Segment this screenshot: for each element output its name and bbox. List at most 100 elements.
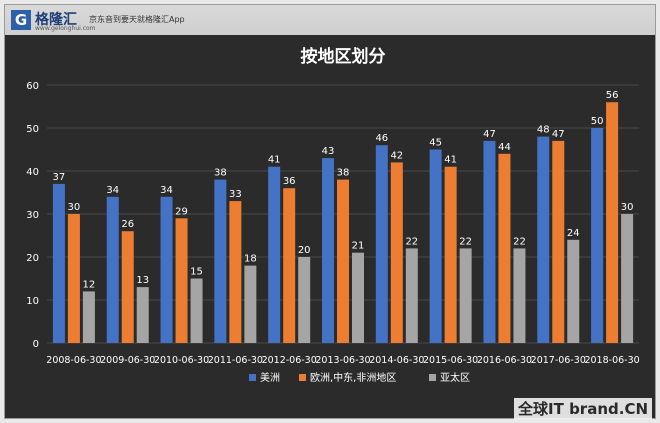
bar-emea	[606, 102, 619, 343]
legend-label: 美洲	[260, 371, 280, 384]
bar-emea	[283, 188, 296, 343]
x-tick-label: 2015-06-30	[423, 355, 478, 366]
x-tick-label: 2013-06-30	[315, 355, 370, 366]
bar-emea	[444, 166, 457, 343]
bar-apac	[298, 257, 311, 343]
data-label: 22	[459, 236, 472, 247]
data-label: 24	[567, 228, 580, 239]
data-label: 20	[298, 245, 311, 256]
bar-apac	[459, 248, 472, 343]
bar-emea	[67, 214, 80, 343]
legend-label: 亚太区	[440, 371, 470, 384]
bar-americas	[591, 128, 604, 343]
data-label: 22	[405, 236, 418, 247]
data-label: 44	[498, 142, 511, 153]
bar-apac	[352, 252, 364, 343]
app-header: G 格隆汇 京东音到要天就格隆汇App www.gelonghui.com	[5, 5, 655, 35]
bar-americas	[375, 145, 388, 343]
data-label: 56	[606, 90, 619, 101]
bar-emea	[121, 231, 134, 343]
x-tick-label: 2016-06-30	[477, 355, 532, 366]
data-label: 26	[121, 219, 134, 230]
data-label: 12	[83, 279, 96, 290]
bar-emea	[229, 201, 242, 343]
data-label: 34	[106, 185, 119, 196]
bar-apac	[190, 278, 203, 343]
bar-apac	[567, 239, 580, 343]
bar-apac	[621, 214, 634, 343]
x-tick-label: 2017-06-30	[531, 355, 586, 366]
data-label: 29	[175, 206, 188, 217]
chart-title: 按地区划分	[301, 46, 386, 67]
brand-slogan: 京东音到要天就格隆汇App	[89, 15, 185, 24]
brand-url: www.gelonghui.com	[35, 25, 96, 32]
bar-emea	[337, 179, 349, 343]
data-label: 18	[244, 254, 257, 265]
data-label: 38	[337, 168, 350, 179]
x-tick-label: 2014-06-30	[369, 355, 424, 366]
data-label: 15	[190, 267, 203, 278]
bar-apac	[136, 287, 149, 343]
data-label: 46	[375, 133, 388, 144]
bar-americas	[322, 158, 334, 343]
data-label: 41	[268, 155, 281, 166]
data-label: 33	[229, 189, 242, 200]
bar-americas	[483, 140, 496, 343]
legend-swatch	[429, 374, 436, 381]
data-label: 50	[591, 116, 604, 127]
data-label: 30	[621, 202, 634, 213]
gelonghui-logo-icon[interactable]: G	[11, 10, 31, 30]
data-label: 37	[53, 172, 66, 183]
y-tick-label: 10	[26, 296, 39, 307]
x-tick-label: 2018-06-30	[584, 355, 639, 366]
x-tick-label: 2010-06-30	[154, 355, 209, 366]
data-label: 30	[68, 202, 81, 213]
bar-americas	[537, 136, 550, 343]
watermark-text: 全球IT brand.CN	[514, 398, 652, 419]
legend-swatch	[249, 374, 256, 381]
y-tick-label: 20	[26, 253, 39, 264]
data-label: 21	[352, 241, 365, 252]
x-tick-label: 2009-06-30	[100, 355, 155, 366]
data-label: 45	[429, 138, 442, 149]
x-tick-label: 2008-06-30	[46, 355, 101, 366]
data-label: 22	[513, 236, 526, 247]
bar-apac	[513, 248, 526, 343]
bar-emea	[390, 162, 403, 343]
data-label: 13	[136, 275, 149, 286]
data-label: 48	[537, 125, 550, 136]
bar-emea	[175, 218, 188, 343]
data-label: 34	[160, 185, 173, 196]
y-tick-label: 0	[33, 339, 39, 350]
bar-apac	[405, 248, 418, 343]
bar-apac	[244, 265, 257, 343]
bar-americas	[52, 183, 65, 343]
bar-chart: 按地区划分 0 10 20 30 40 50 60 37 30 12 2008-06-30 34 26 13…	[26, 46, 639, 384]
x-tick-label: 2012-06-30	[262, 355, 317, 366]
data-label: 38	[214, 168, 227, 179]
y-tick-label: 40	[26, 167, 39, 178]
chart-container: 按地区划分 0 10 20 30 40 50 60 37 30 12 2008-06-30 34 26 13…	[5, 35, 655, 418]
bar-emea	[498, 153, 511, 343]
bar-americas	[160, 196, 173, 343]
data-label: 36	[283, 176, 296, 187]
data-label: 43	[322, 146, 335, 157]
bar-americas	[106, 196, 119, 343]
bar-americas	[429, 149, 442, 343]
bar-emea	[552, 140, 565, 343]
screenshot-frame: G 格隆汇 京东音到要天就格隆汇App www.gelonghui.com 按地…	[4, 4, 656, 419]
data-label: 41	[444, 155, 457, 166]
brand-name: 格隆汇	[35, 12, 77, 28]
legend-label: 欧洲,中东,非洲地区	[310, 371, 396, 384]
y-tick-label: 60	[26, 81, 39, 92]
bar-apac	[82, 291, 95, 343]
data-label: 42	[390, 150, 403, 161]
x-tick-label: 2011-06-30	[208, 355, 263, 366]
y-tick-label: 30	[26, 210, 39, 221]
y-tick-label: 50	[26, 124, 39, 135]
data-label: 47	[552, 129, 565, 140]
data-label: 47	[483, 129, 496, 140]
bar-americas	[268, 166, 281, 343]
bar-americas	[214, 179, 227, 343]
legend-swatch	[299, 374, 306, 381]
